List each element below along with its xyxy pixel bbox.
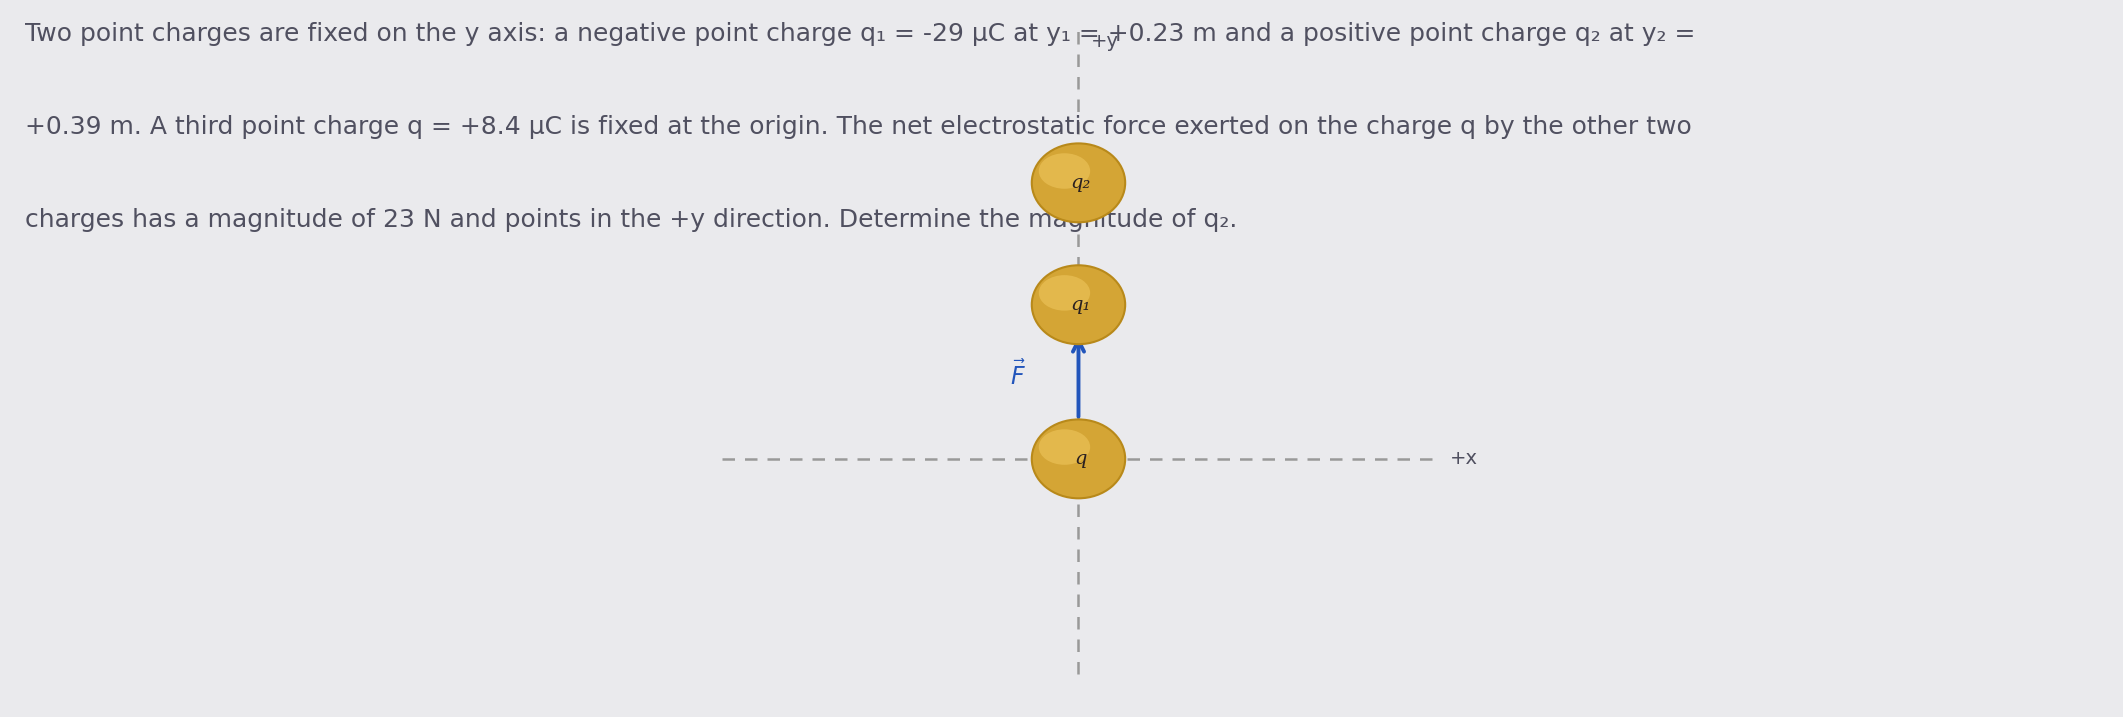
Ellipse shape [1038,153,1091,189]
Text: +0.39 m. A third point charge q = +8.4 μC is fixed at the origin. The net electr: +0.39 m. A third point charge q = +8.4 μ… [25,115,1692,138]
Text: charges has a magnitude of 23 N and points in the +y direction. Determine the ma: charges has a magnitude of 23 N and poin… [25,208,1238,232]
Ellipse shape [1038,275,1091,310]
Text: +x: +x [1450,450,1478,468]
Ellipse shape [1032,419,1125,498]
Ellipse shape [1032,265,1125,344]
Ellipse shape [1032,143,1125,222]
Text: q₁: q₁ [1070,295,1091,314]
Text: $\vec{F}$: $\vec{F}$ [1011,360,1025,390]
Text: q: q [1074,450,1087,468]
Text: +y: +y [1091,32,1119,51]
Text: q₂: q₂ [1070,174,1091,192]
Ellipse shape [1038,429,1091,465]
Text: Two point charges are fixed on the y axis: a negative point charge q₁ = -29 μC a: Two point charges are fixed on the y axi… [25,22,1696,45]
